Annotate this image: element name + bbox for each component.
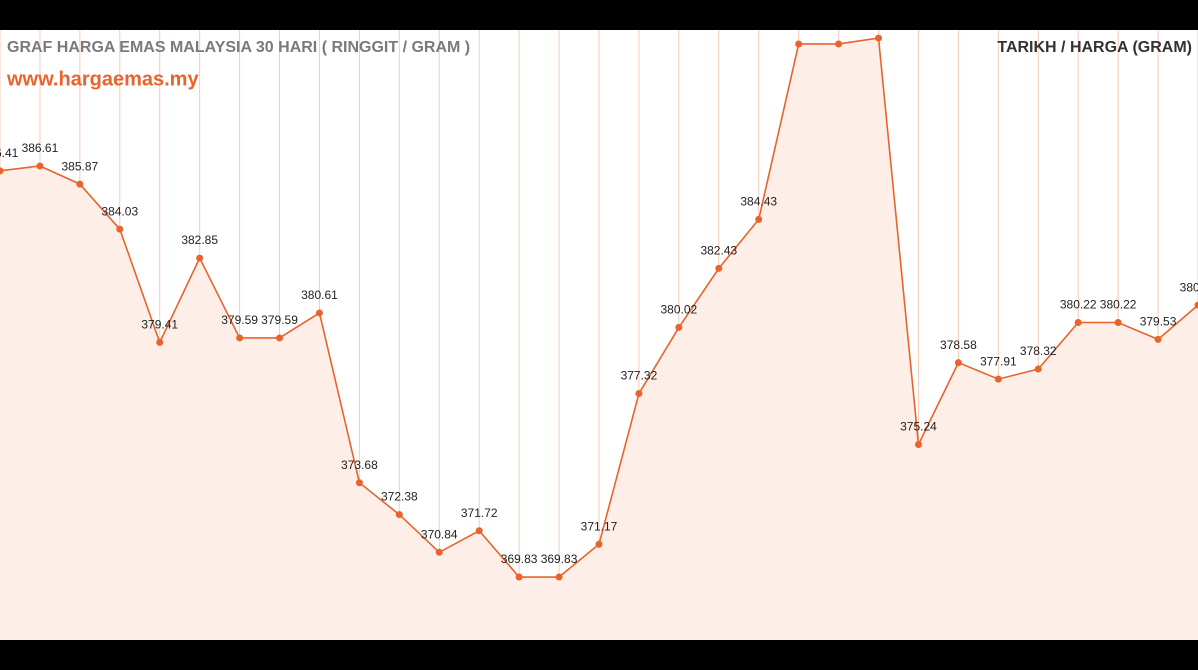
value-label: 375.24 [900,420,937,434]
point [435,548,443,556]
point [1074,319,1082,327]
value-label: 380.02 [661,303,698,317]
point [914,441,922,449]
value-label: 377.32 [621,369,658,383]
value-label: 378.32 [1020,344,1057,358]
point [196,254,204,262]
point [755,215,763,223]
value-label: 377.91 [980,354,1017,368]
value-label: 378.58 [940,338,977,352]
value-label: 371.17 [581,519,618,533]
value-label: 382.43 [700,244,737,258]
value-label: 372.38 [381,490,418,504]
point [156,338,164,346]
value-label: 369.83 [541,552,578,566]
chart-subtitle: www.hargaemas.my [6,68,199,90]
value-label: 382.85 [181,233,218,247]
point [595,540,603,548]
point [1154,335,1162,343]
point [1114,319,1122,327]
point [954,359,962,367]
value-label: 369.83 [501,552,538,566]
value-label: 379.59 [221,313,258,327]
chart-title: GRAF HARGA EMAS MALAYSIA 30 HARI ( RINGG… [7,39,470,56]
point [355,479,363,487]
point [116,225,124,233]
point [236,334,244,342]
point [555,573,563,581]
point [1194,301,1198,309]
point [76,180,84,188]
value-label: 379.53 [1140,315,1177,329]
value-label: 380.22 [1060,298,1097,312]
value-label: 380.93 [1180,280,1198,294]
point [795,40,803,48]
value-label: 373.68 [341,458,378,472]
point [994,375,1002,383]
value-label: 380.22 [1100,298,1137,312]
value-label: 379.41 [141,318,178,332]
point [875,34,883,42]
point [315,309,323,317]
point [1034,365,1042,373]
value-label: 386.61 [22,141,59,155]
point [515,573,523,581]
point [0,167,4,175]
point [36,162,44,170]
value-label: 380.61 [301,288,338,302]
value-label: 385.87 [62,159,99,173]
point [715,264,723,272]
point [675,323,683,331]
point [276,334,284,342]
area [0,38,1198,640]
point [475,527,483,535]
value-label: 384.43 [740,195,777,209]
point [395,511,403,519]
value-label: 371.72 [461,506,498,520]
value-label: 384.03 [101,204,138,218]
point [635,390,643,398]
value-label: 379.59 [261,313,298,327]
value-label: 386.41 [0,146,19,160]
value-label: 370.84 [421,527,458,541]
top-bar [0,0,1198,30]
annotation: TARIKH / HARGA (GRAM) [997,39,1192,56]
point [835,40,843,48]
